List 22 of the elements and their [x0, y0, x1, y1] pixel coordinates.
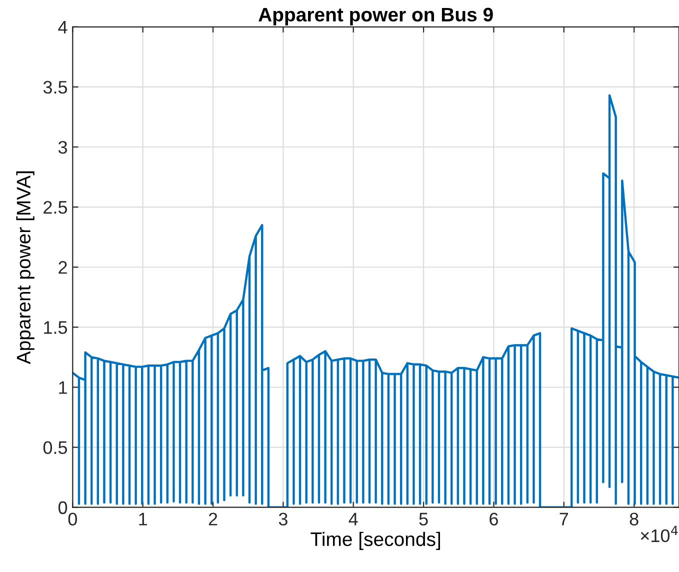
- x-tick-label: 1: [139, 512, 147, 526]
- y-axis-title: Apparent power [MVA]: [16, 171, 34, 364]
- y-tick-label: 4: [58, 21, 68, 34]
- x-tick-label: 3: [278, 512, 288, 526]
- x-tick-label: 4: [348, 512, 358, 526]
- y-tick-label: 2.5: [44, 201, 68, 214]
- x-tick-label: 5: [419, 512, 428, 526]
- y-tick-label: 0.5: [43, 441, 68, 454]
- x-tick-label: 7: [560, 512, 568, 526]
- y-tick-label: 3: [58, 140, 67, 154]
- y-tick-label: 0: [58, 501, 68, 514]
- y-tick-label: 1: [59, 381, 67, 394]
- y-tick-label: 3.5: [43, 80, 68, 94]
- chart-title: Apparent power on Bus 9: [258, 8, 493, 26]
- text: ×10$^{4}$: [640, 526, 678, 542]
- x-tick-label: 2: [208, 512, 218, 526]
- y-tick-label: 2: [58, 261, 67, 274]
- x-tick-label: 8: [630, 512, 638, 526]
- x-tick-label: 6: [490, 512, 498, 526]
- x-axis-title: Time [seconds]: [310, 532, 440, 550]
- x-tick-label: 0: [68, 512, 77, 526]
- y-tick-label: 1.5: [44, 321, 68, 334]
